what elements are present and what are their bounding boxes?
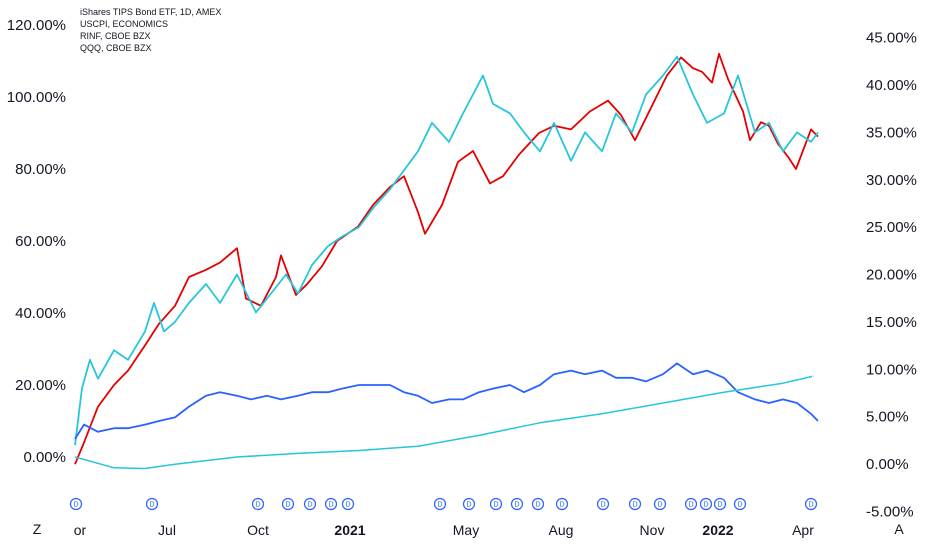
badge-uscpi: USCPI xyxy=(804,365,861,387)
series-line-uscpi xyxy=(74,375,815,470)
svg-text:D: D xyxy=(600,502,605,509)
right-axis-tick: 15.00% xyxy=(866,314,917,331)
dividend-marker[interactable]: D xyxy=(462,497,476,511)
badge-tip: TIP xyxy=(822,412,858,434)
right-axis-tick: 25.00% xyxy=(866,219,917,236)
svg-text:D: D xyxy=(255,502,260,509)
scale-left-label: Z xyxy=(32,521,42,537)
x-axis-tick: 2022 xyxy=(702,522,733,538)
legend-rinf: RINF, CBOE BZX xyxy=(80,31,151,41)
svg-text:D: D xyxy=(703,502,708,509)
legend-tip: iShares TIPS Bond ETF, 1D, AMEX xyxy=(80,7,222,17)
x-axis-tick: Oct xyxy=(247,522,269,538)
badge-tip-label: TIP xyxy=(829,415,851,431)
right-axis-tick: 35.00% xyxy=(866,124,917,141)
badge-rinf-label: RINF xyxy=(819,124,852,140)
badge-qqq: QQQ xyxy=(76,131,123,153)
x-axis-tick: or xyxy=(74,522,87,538)
x-axis-tick: May xyxy=(453,522,479,538)
svg-text:D: D xyxy=(657,502,662,509)
svg-text:D: D xyxy=(535,502,540,509)
right-axis-tick: -5.00% xyxy=(866,503,914,520)
left-axis-tick: 120.00% xyxy=(7,17,66,34)
svg-text:D: D xyxy=(328,502,333,509)
svg-text:D: D xyxy=(493,502,498,509)
svg-text:D: D xyxy=(307,502,312,509)
dividend-marker[interactable]: D xyxy=(555,497,569,511)
dividend-marker[interactable]: D xyxy=(510,497,524,511)
right-axis-tick: 0.00% xyxy=(866,456,909,473)
series-line-tip xyxy=(74,362,819,440)
dividend-marker[interactable]: D xyxy=(324,497,338,511)
svg-text:D: D xyxy=(345,502,350,509)
dividend-marker[interactable]: D xyxy=(733,497,747,511)
dividend-marker[interactable]: D xyxy=(69,497,83,511)
dividend-marker[interactable]: D xyxy=(596,497,610,511)
svg-text:D: D xyxy=(149,502,154,509)
dividend-marker[interactable]: D xyxy=(341,497,355,511)
dividend-marker[interactable]: D xyxy=(531,497,545,511)
dividend-marker[interactable]: D xyxy=(699,497,713,511)
auto-scale-label: A xyxy=(894,521,904,537)
dividend-marker[interactable]: D xyxy=(489,497,503,511)
x-axis-tick: Jul xyxy=(158,522,176,538)
svg-text:D: D xyxy=(808,502,813,509)
right-axis-tick: 30.00% xyxy=(866,172,917,189)
legend-uscpi: USCPI, ECONOMICS xyxy=(80,19,169,29)
dividend-marker[interactable]: D xyxy=(804,497,818,511)
badge-rinf: RINF xyxy=(812,121,859,143)
svg-text:D: D xyxy=(514,502,519,509)
left-axis-tick: 100.00% xyxy=(7,89,66,106)
x-axis-tick: Nov xyxy=(640,522,665,538)
x-axis-tick: 2021 xyxy=(334,522,365,538)
svg-text:D: D xyxy=(688,502,693,509)
legend-qqq: QQQ, CBOE BZX xyxy=(80,43,152,53)
dividend-marker[interactable]: D xyxy=(713,497,727,511)
auto-scale-button[interactable]: A xyxy=(888,518,910,540)
svg-text:D: D xyxy=(717,502,722,509)
dividend-marker[interactable]: D xyxy=(653,497,667,511)
dividend-marker[interactable]: D xyxy=(251,497,265,511)
series-line-qqq xyxy=(74,52,819,465)
svg-text:D: D xyxy=(559,502,564,509)
right-axis-tick: 40.00% xyxy=(866,77,917,94)
dividend-marker[interactable]: D xyxy=(281,497,295,511)
legend: iShares TIPS Bond ETF, 1D, AMEX USCPI, E… xyxy=(80,6,221,54)
left-axis-tick: 0.00% xyxy=(23,449,66,466)
dividend-marker[interactable]: D xyxy=(145,497,159,511)
x-axis-tick: Apr xyxy=(792,522,814,538)
right-axis-tick: 45.00% xyxy=(866,30,917,47)
dividend-marker[interactable]: D xyxy=(303,497,317,511)
badge-uscpi-label: USCPI xyxy=(811,368,854,384)
svg-text:D: D xyxy=(632,502,637,509)
left-axis-tick: 60.00% xyxy=(15,233,66,250)
svg-text:D: D xyxy=(466,502,471,509)
badge-qqq-label: QQQ xyxy=(83,134,116,150)
svg-text:D: D xyxy=(737,502,742,509)
dividend-marker[interactable]: D xyxy=(433,497,447,511)
scale-left-button[interactable]: Z xyxy=(26,518,48,540)
svg-text:D: D xyxy=(437,502,442,509)
left-axis-tick: 40.00% xyxy=(15,305,66,322)
svg-text:D: D xyxy=(285,502,290,509)
right-axis-tick: 10.00% xyxy=(866,361,917,378)
series-line-rinf xyxy=(74,55,819,446)
dividend-marker[interactable]: D xyxy=(684,497,698,511)
left-axis-tick: 80.00% xyxy=(15,161,66,178)
right-axis-tick: 5.00% xyxy=(866,409,909,426)
x-axis-tick: Aug xyxy=(549,522,574,538)
left-axis-tick: 20.00% xyxy=(15,377,66,394)
right-axis-tick: 20.00% xyxy=(866,267,917,284)
svg-text:D: D xyxy=(73,502,78,509)
dividend-marker[interactable]: D xyxy=(628,497,642,511)
